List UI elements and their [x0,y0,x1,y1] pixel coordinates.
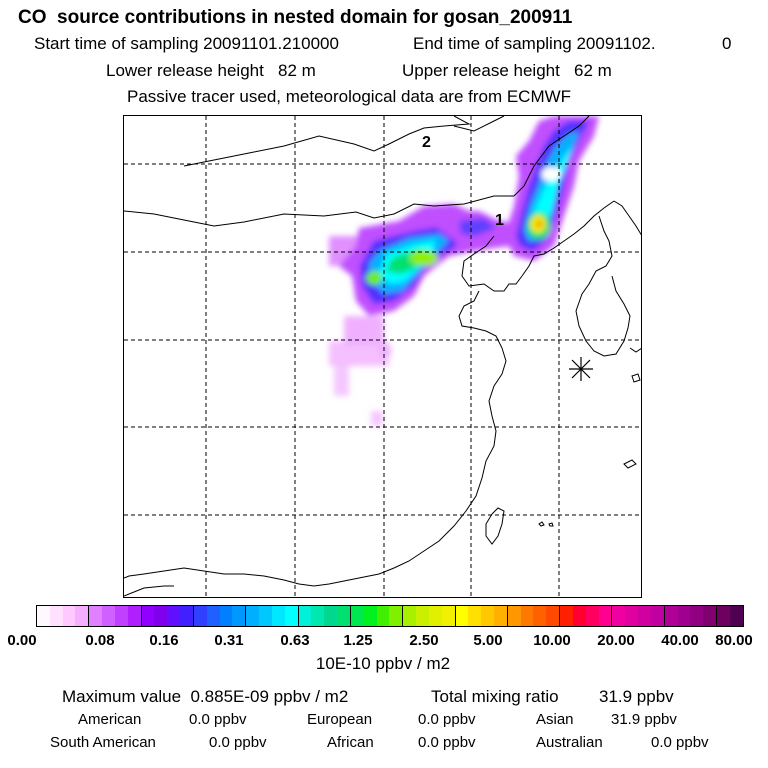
region-value: 0.0 ppbv [418,734,476,751]
marker-1: 1 [495,212,504,229]
colorbar-tick: 0.00 [7,632,37,649]
colorbar-tick: 20.00 [597,632,635,649]
region-name: American [78,711,142,728]
colorbar-tick: 0.16 [149,632,179,649]
colorbar-cell [246,606,260,626]
colorbar-cell [612,606,626,626]
upper-release-height: Upper release height 62 m [402,61,612,80]
colorbar-units: 10E-10 ppbv / m2 [315,654,451,673]
colorbar-cell [311,606,325,626]
colorbar-cell [219,606,233,626]
colorbar-cell [102,606,115,626]
colorbar-cell [507,606,521,626]
colorbar-cell [167,606,181,626]
colorbar-cell [114,606,128,626]
colorbar-cell [625,606,639,626]
colorbar-cell [546,606,561,626]
colorbar-cell [49,606,63,626]
colorbar-tick: 0.31 [214,632,244,649]
region-value: 0.0 ppbv [209,734,267,751]
lower-release-height: Lower release height 82 m [106,61,316,80]
colorbar-cell [717,606,730,626]
colorbar-cell [690,606,704,626]
colorbar-cell [650,606,665,626]
map-panel: 2 1 [123,115,642,598]
colorbar-tick: 40.00 [661,632,699,649]
colorbar-cell [271,606,285,626]
colorbar-tick: 10.00 [533,632,571,649]
region-name: Asian [536,711,574,728]
colorbar-cell [363,606,377,626]
colorbar-cell [416,606,429,626]
colorbar-tick: 0.63 [280,632,310,649]
grid-lines [124,116,641,597]
colorbar-cell [350,606,364,626]
colorbar-cell [703,606,718,626]
colorbar-cell [284,606,299,626]
region-name: European [307,711,373,728]
region-name: Australian [536,734,603,751]
colorbar-cell [493,606,508,626]
region-value: 0.0 ppbv [418,711,476,728]
map-title: CO source contributions in nested domain… [18,7,573,28]
colorbar-cell [585,606,599,626]
region-value: 31.9 ppbv [611,711,677,728]
colorbar-cell [37,606,50,626]
colorbar-cell [572,606,586,626]
colorbar-tick: 5.00 [473,632,503,649]
end-time-label: End time of sampling 20091102. [413,34,656,53]
colorbar-cell [598,606,613,626]
colorbar-cell [232,606,247,626]
colorbar-cell [298,606,312,626]
colorbar-tick: 1.25 [343,632,373,649]
station-marker-icon [569,357,593,381]
colorbar-cell [428,606,442,626]
coastlines [124,116,641,597]
colorbar-tick: 0.08 [85,632,115,649]
total-mixing-value: 31.9 ppbv [599,687,674,706]
plume [329,116,599,426]
colorbar-cell [533,606,547,626]
colorbar-cell [376,606,390,626]
colorbar-cell [259,606,272,626]
end-time-suffix: 0 [722,34,732,53]
start-time-label: Start time of sampling 20091101.210000 [34,34,339,53]
marker-2: 2 [422,134,431,151]
colorbar-cell [403,606,417,626]
colorbar-cell [468,606,482,626]
colorbar-cell [677,606,691,626]
total-mixing-label: Total mixing ratio [431,687,559,706]
colorbar-cell [337,606,351,626]
colorbar-tick: 2.50 [409,632,439,649]
colorbar-cell [481,606,494,626]
colorbar-cell [638,606,651,626]
colorbar-cell [206,606,220,626]
colorbar-cell [127,606,142,626]
colorbar-cell [62,606,76,626]
colorbar-cell [441,606,456,626]
colorbar-tick: 80.00 [715,632,753,649]
colorbar-cell [455,606,469,626]
region-value: 0.0 ppbv [189,711,247,728]
colorbar-cell [89,606,103,626]
colorbar-cell [75,606,90,626]
region-name: South American [50,734,156,751]
region-name: African [327,734,374,751]
colorbar-cell [180,606,194,626]
colorbar-cell [520,606,534,626]
colorbar-cell [141,606,155,626]
colorbar-cell [664,606,678,626]
tracer-note: Passive tracer used, meteorological data… [127,87,572,106]
colorbar-cell [154,606,168,626]
map-canvas [124,116,641,597]
colorbar-cell [193,606,207,626]
colorbar [36,605,744,627]
region-value: 0.0 ppbv [651,734,709,751]
colorbar-cell [389,606,404,626]
max-value-label: Maximum value 0.885E-09 ppbv / m2 [62,687,349,706]
colorbar-cell [324,606,338,626]
colorbar-cell [560,606,573,626]
colorbar-cell [729,606,743,626]
